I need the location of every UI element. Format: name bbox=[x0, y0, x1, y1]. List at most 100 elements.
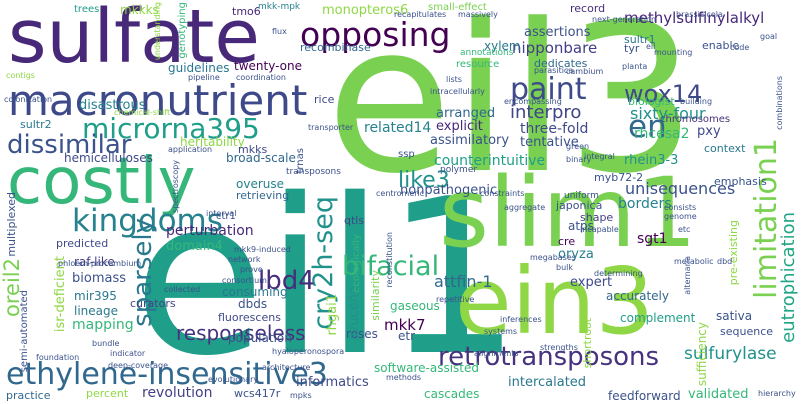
word-mkkks: mkkks bbox=[120, 3, 159, 17]
word-roses: roses bbox=[346, 327, 378, 341]
word-constraints: constraints bbox=[480, 189, 525, 198]
word-ctr1: ctr1 bbox=[216, 211, 236, 222]
word-recapitulates: recapitulates bbox=[394, 10, 447, 19]
word-shape: shape bbox=[580, 211, 614, 224]
word-sixty-four: sixty-four bbox=[630, 104, 706, 123]
word-similarity: similarity bbox=[369, 270, 382, 321]
word-dbds: dbds bbox=[238, 297, 268, 311]
word-software-assisted: software-assisted bbox=[374, 361, 480, 375]
word-predicted: predicted bbox=[56, 237, 109, 250]
word-phloem-procambium: phloem-procambium bbox=[58, 259, 142, 268]
word-arranged: arranged bbox=[436, 106, 496, 121]
word-qtls: qtls bbox=[344, 214, 365, 227]
word-shortroot: shortroot bbox=[581, 318, 594, 369]
word-small-effect: small-effect bbox=[428, 2, 487, 13]
word-hierarchy: hierarchy bbox=[758, 389, 796, 398]
word-lbd4: lbd4 bbox=[258, 266, 315, 296]
word-etc: etc bbox=[678, 225, 691, 234]
word-mkks: mkks bbox=[238, 143, 268, 156]
word-emphasis: emphasis bbox=[714, 175, 767, 188]
word-polymer: polymer bbox=[440, 165, 478, 175]
word-foundation: foundation bbox=[36, 353, 80, 362]
word-related14: related14 bbox=[364, 120, 432, 136]
word-determining: determining bbox=[594, 269, 643, 278]
word-mounting: mounting bbox=[654, 48, 693, 57]
word-genome: genome bbox=[664, 212, 697, 221]
word-resource: resource bbox=[456, 59, 500, 70]
word-hemicelluloses: hemicelluloses bbox=[64, 151, 153, 165]
word-record: record bbox=[570, 2, 606, 15]
word-metabolic: metabolic bbox=[674, 257, 714, 266]
word-annotations: annotations bbox=[460, 48, 514, 58]
word-intracellularly: intracellularly bbox=[430, 87, 485, 96]
word-reconstitution: reconstitution bbox=[385, 232, 394, 288]
word-en: en bbox=[628, 109, 667, 145]
word-interpro: interpro bbox=[510, 102, 582, 123]
word-guidelines: guidelines bbox=[168, 61, 230, 75]
word-uniform: uniform bbox=[564, 191, 599, 201]
word-borders: borders bbox=[618, 196, 672, 212]
word-building: building bbox=[680, 97, 713, 106]
word-mpks: mpks bbox=[290, 391, 312, 400]
word-rhcesa2: rhcesa2 bbox=[634, 126, 690, 142]
word-prove: prove bbox=[240, 265, 263, 274]
word-feedforward: feedforward bbox=[608, 389, 681, 403]
word-bundle: bundle bbox=[92, 339, 120, 348]
word-broad-scale: broad-scale bbox=[226, 151, 296, 165]
word-eutrophication: eutrophication bbox=[778, 212, 799, 343]
word-aggregate: aggregate bbox=[504, 203, 546, 212]
word-interval: interval bbox=[206, 209, 237, 218]
word-ethylene-insensitive3: ethylene-insensitive3 bbox=[6, 357, 328, 392]
word-contigs: contigs bbox=[6, 71, 35, 80]
word-chemical-shift: chemical-shift bbox=[114, 108, 171, 117]
word-multiplexed: multiplexed bbox=[5, 192, 18, 257]
word-eil: eil bbox=[646, 42, 656, 51]
word-repetitive: repetitive bbox=[436, 295, 475, 304]
word-consists: consists bbox=[664, 203, 697, 212]
word-deep-coverage: deep-coverage bbox=[108, 361, 169, 370]
word-sulfate: sulfate bbox=[8, 0, 260, 80]
word-fluorescens: fluorescens bbox=[218, 311, 281, 324]
word-incapable: incapable bbox=[580, 225, 619, 234]
word-next-generation: next-generation bbox=[592, 15, 657, 24]
word-cambium: cambium bbox=[566, 67, 604, 76]
word-enable: enable bbox=[702, 39, 740, 52]
word-practice: practice bbox=[6, 389, 51, 402]
word-colonization: colonization bbox=[4, 95, 53, 104]
word-oryza: oryza bbox=[558, 247, 594, 262]
word-indicator: indicator bbox=[110, 349, 146, 358]
word-overuse: overuse bbox=[236, 177, 284, 191]
word-assimilatory: assimilatory bbox=[430, 133, 510, 148]
word-nipponbare: nipponbare bbox=[512, 39, 598, 57]
word-retrotransposons: retrotransposons bbox=[438, 342, 660, 372]
word-genotyping: genotyping bbox=[177, 2, 188, 59]
word-biologist: biologist bbox=[628, 95, 675, 108]
word-dissimilar: dissimilar bbox=[7, 130, 132, 160]
word-disastrous: disastrous bbox=[79, 98, 146, 113]
word-paint: paint bbox=[510, 72, 587, 107]
word-rhgai1: rhgai1 bbox=[325, 294, 340, 336]
word-goal: goal bbox=[760, 32, 778, 41]
word-accurately: accurately bbox=[606, 289, 669, 303]
word-pxy: pxy bbox=[697, 124, 721, 139]
word-recombinase: recombinase bbox=[300, 41, 371, 54]
word-consortium: consortium bbox=[222, 276, 267, 285]
word-transporter: transporter bbox=[308, 123, 354, 132]
word-slim1: slim1 bbox=[439, 157, 697, 269]
word-atps: atps bbox=[568, 219, 594, 233]
word-sulfurylase: sulfurylase bbox=[684, 344, 777, 364]
word-consuming: consuming bbox=[222, 285, 288, 299]
word-curators: curators bbox=[130, 297, 176, 310]
word-cascades: cascades bbox=[424, 387, 480, 401]
word-understanding: understanding bbox=[153, 2, 162, 61]
word-revolution: revolution bbox=[142, 385, 213, 401]
word-strengths: strengths bbox=[540, 343, 578, 352]
word-architecture: architecture bbox=[262, 363, 311, 372]
word-perturbation: perturbation bbox=[166, 223, 254, 239]
word-rhein3-3: rhein3-3 bbox=[624, 153, 679, 168]
word-validated: validated bbox=[688, 387, 749, 402]
word-nonpathogenic: nonpathogenic bbox=[400, 183, 498, 198]
word-sufficiency: sufficiency bbox=[695, 322, 709, 387]
word-trees: trees bbox=[74, 4, 100, 15]
word-coordination: coordination bbox=[236, 73, 286, 82]
